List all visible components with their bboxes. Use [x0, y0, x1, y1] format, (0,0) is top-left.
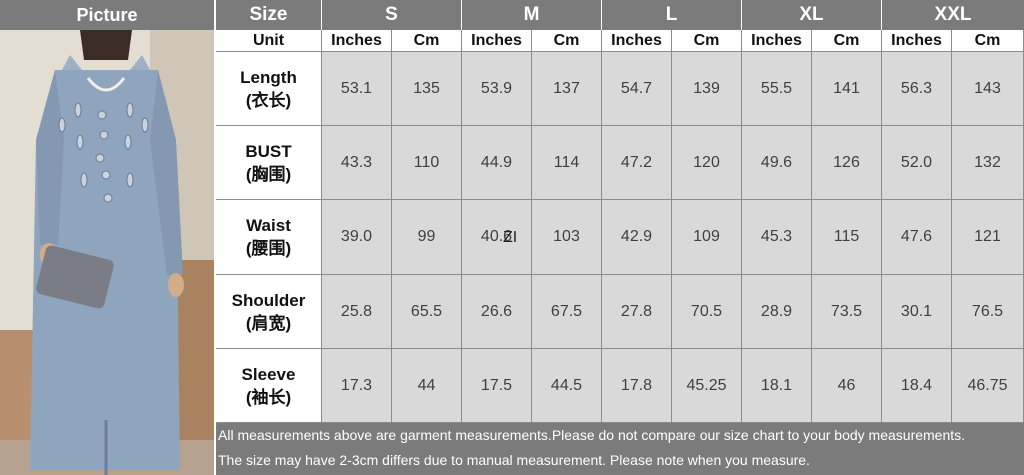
table-cell: 139 — [672, 52, 742, 126]
unit-inches: Inches — [602, 30, 672, 52]
table-cell: 76.5 — [952, 275, 1024, 349]
table-cell: 18.1 — [742, 349, 812, 423]
unit-cm: Cm — [672, 30, 742, 52]
unit-cm: Cm — [952, 30, 1024, 52]
size-table: Size S M L XL XXL Unit Inches Cm Inches Cm In… — [216, 0, 1024, 475]
table-cell: 53.9 — [462, 52, 532, 126]
table-cell: 17.8 — [602, 349, 672, 423]
table-cell: 143 — [952, 52, 1024, 126]
unit-cm: Cm — [392, 30, 462, 52]
size-s-header: S — [322, 0, 462, 30]
dress-illustration — [0, 30, 214, 475]
row-label-en: Shoulder — [231, 290, 306, 310]
table-cell: 54.7 — [602, 52, 672, 126]
table-cell: 44.9 — [462, 126, 532, 200]
unit-inches: Inches — [742, 30, 812, 52]
table-cell: 17.5 — [462, 349, 532, 423]
row-label: Waist (腰围) — [216, 200, 322, 275]
row-label-en: Length — [240, 67, 297, 87]
table-cell: 17.3 — [322, 349, 392, 423]
row-label-en: Waist — [246, 216, 291, 235]
table-cell: 126 — [812, 126, 882, 200]
table-cell: 44 — [392, 349, 462, 423]
table-cell: 27.8 — [602, 275, 672, 349]
size-header-label: Size — [216, 0, 322, 30]
row-label: Shoulder (肩宽) — [216, 275, 322, 349]
table-cell: 26.6 — [462, 275, 532, 349]
product-photo — [0, 30, 214, 475]
unit-inches: Inches — [462, 30, 532, 52]
table-cell: 99 — [392, 200, 462, 275]
table-cell: 67.5 — [532, 275, 602, 349]
note-garment-measurements: All measurements above are garment measu… — [218, 427, 966, 443]
stray-mark: ZI — [503, 229, 518, 246]
table-cell: 110 — [392, 126, 462, 200]
table-cell: 137 — [532, 52, 602, 126]
table-cell: 39.0 — [322, 200, 392, 275]
table-cell: 109 — [672, 200, 742, 275]
table-cell: 121 — [952, 200, 1024, 275]
table-cell: 52.0 — [882, 126, 952, 200]
table-cell: 46 — [812, 349, 882, 423]
unit-cm: Cm — [532, 30, 602, 52]
table-cell: 44.5 — [532, 349, 602, 423]
row-label: Length (衣长) — [216, 52, 322, 126]
size-m-header: M — [462, 0, 602, 30]
table-cell: 43.3 — [322, 126, 392, 200]
table-cell: 18.4 — [882, 349, 952, 423]
table-cell: 49.6 — [742, 126, 812, 200]
table-cell: 55.5 — [742, 52, 812, 126]
row-label: BUST (胸围) — [216, 126, 322, 200]
notes-panel: All measurements above are garment measu… — [216, 423, 1024, 475]
table-cell: 46.75 — [952, 349, 1024, 423]
table-cell: 103 — [532, 200, 602, 275]
table-cell: 132 — [952, 126, 1024, 200]
note-manual-measurement: The size may have 2-3cm differs due to m… — [218, 452, 810, 468]
picture-column: Picture — [0, 0, 214, 475]
table-cell: 114 — [532, 126, 602, 200]
table-cell: 135 — [392, 52, 462, 126]
unit-cm: Cm — [812, 30, 882, 52]
row-label-zh: (肩宽) — [245, 313, 292, 333]
table-cell: 120 — [672, 126, 742, 200]
table-cell: 73.5 — [812, 275, 882, 349]
unit-inches: Inches — [882, 30, 952, 52]
table-cell: 45.25 — [672, 349, 742, 423]
size-l-header: L — [602, 0, 742, 30]
row-label-en: BUST — [245, 141, 292, 161]
table-cell: 25.8 — [322, 275, 392, 349]
row-label-en: Sleeve — [241, 364, 296, 384]
table-cell: 115 — [812, 200, 882, 275]
size-xxl-header: XXL — [934, 4, 972, 25]
table-cell: 141 — [812, 52, 882, 126]
row-label-zh: (胸围) — [245, 164, 292, 184]
table-cell: 47.2 — [602, 126, 672, 200]
table-cell: 53.1 — [322, 52, 392, 126]
row-label-zh: (腰围) — [245, 239, 292, 258]
table-cell: 42.9 — [602, 200, 672, 275]
unit-inches: Inches — [322, 30, 392, 52]
row-label-zh: (袖长) — [245, 387, 292, 407]
row-label: Sleeve (袖长) — [216, 349, 322, 423]
row-label-zh: (衣长) — [245, 90, 292, 110]
table-cell: 40.6 — [462, 200, 532, 275]
table-cell: 47.6 — [882, 200, 952, 275]
picture-header: Picture — [0, 0, 214, 30]
table-cell: 30.1 — [882, 275, 952, 349]
unit-label: Unit — [216, 30, 322, 52]
table-cell: 70.5 — [672, 275, 742, 349]
table-cell: 28.9 — [742, 275, 812, 349]
size-xl-header: XL — [742, 0, 882, 30]
size-header-row: Size S M L XL XXL — [216, 0, 1024, 30]
table-cell: 65.5 — [392, 275, 462, 349]
table-cell: 45.3 — [742, 200, 812, 275]
table-cell: 56.3 — [882, 52, 952, 126]
